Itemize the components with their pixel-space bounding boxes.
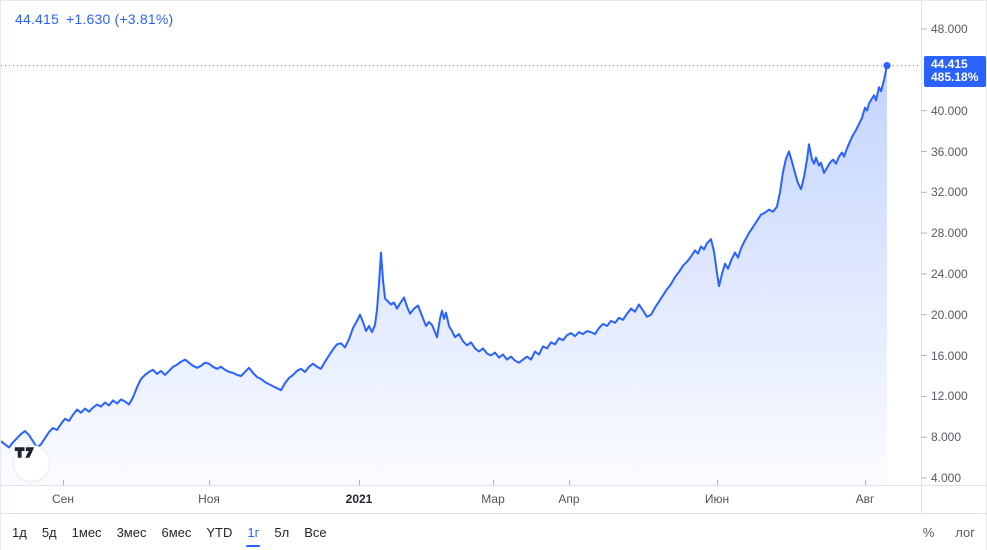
y-axis-label: 4.000 [931, 471, 962, 485]
quote-last-price: 44.415 [15, 11, 60, 27]
range-button-6мес[interactable]: 6мес [160, 523, 192, 543]
range-buttons: 1д 5д 1мес 3мес 6мес YTD 1г 5л Все [11, 523, 328, 547]
scale-buttons: % лог [922, 523, 976, 542]
badge-price: 44.415 [931, 57, 968, 72]
range-button-YTD[interactable]: YTD [205, 523, 233, 543]
y-axis-label: 12.000 [931, 389, 968, 404]
range-button-1мес[interactable]: 1мес [71, 523, 103, 543]
range-button-Все[interactable]: Все [303, 523, 327, 543]
x-axis-label: Ноя [198, 492, 220, 506]
y-axis-label: 28.000 [931, 226, 968, 241]
x-axis-label: Апр [558, 492, 580, 506]
badge-percent: 485.18% [931, 70, 979, 85]
percent-scale-button[interactable]: % [922, 525, 935, 540]
axis-lines [1, 1, 986, 514]
x-axis-label: Авг [855, 492, 875, 506]
y-axis-label: 48.000 [931, 22, 968, 36]
y-axis-label: 8.000 [931, 430, 962, 445]
range-button-1г[interactable]: 1г [246, 523, 261, 547]
axis-tick-marks [63, 28, 927, 485]
price-area-fill [1, 65, 887, 485]
price-chart-svg [1, 1, 986, 514]
y-axis-label: 40.000 [931, 103, 968, 118]
y-axis-label: 16.000 [931, 348, 968, 363]
tradingview-logo[interactable] [13, 445, 50, 482]
range-button-3мес[interactable]: 3мес [116, 523, 148, 543]
quote-change: +1.630 (+3.81%) [66, 11, 174, 27]
x-axis-label: Мар [481, 492, 505, 506]
x-axis-label: Сен [52, 492, 74, 506]
last-price-badge: 44.415 485.18% [924, 56, 986, 88]
y-axis-label: 20.000 [931, 307, 968, 322]
y-axis-label: 36.000 [931, 144, 968, 159]
range-button-1д[interactable]: 1д [11, 523, 28, 543]
y-axis-label: 32.000 [931, 185, 968, 200]
y-axis-label: 24.000 [931, 266, 968, 281]
range-toolbar: 1д 5д 1мес 3мес 6мес YTD 1г 5л Все % лог [1, 514, 986, 550]
price-line [1, 64, 888, 449]
price-chart-area[interactable]: 44.415 +1.630 (+3.81%) 48.000 40.000 36.000… [1, 1, 986, 514]
log-scale-button[interactable]: лог [955, 525, 975, 540]
x-axis-label: Июн [704, 492, 730, 506]
last-price-dot [883, 62, 891, 70]
tradingview-logo-icon [14, 447, 35, 458]
x-axis-label: 2021 [345, 492, 373, 506]
range-button-5л[interactable]: 5л [273, 523, 290, 543]
quote-line: 44.415 +1.630 (+3.81%) [15, 11, 173, 27]
range-button-5д[interactable]: 5д [41, 523, 58, 543]
